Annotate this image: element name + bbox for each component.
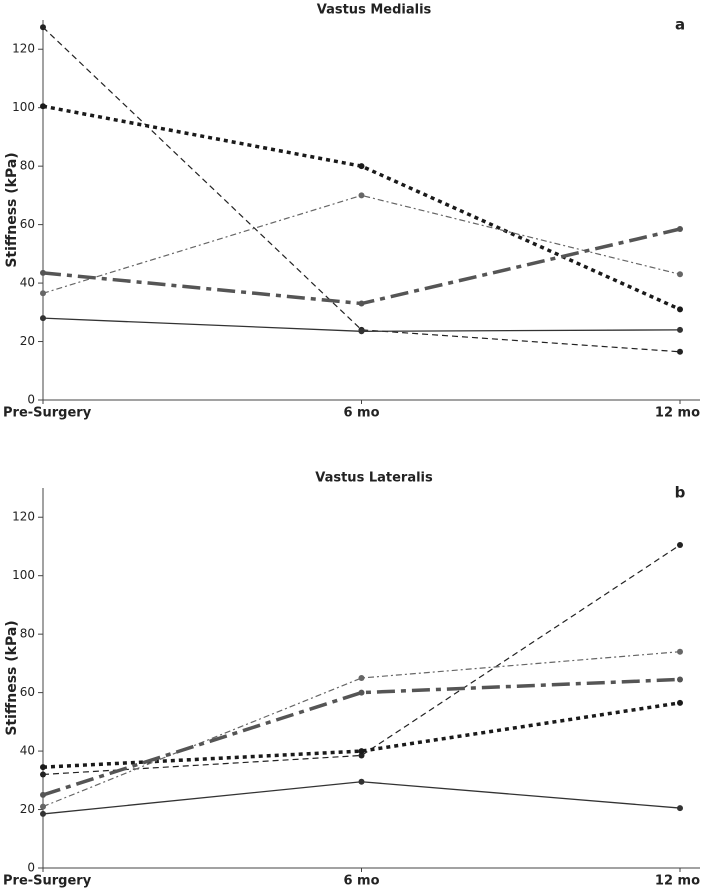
y-tick-label: 0 xyxy=(27,861,35,875)
data-point xyxy=(40,290,46,297)
y-tick-label: 100 xyxy=(12,568,35,582)
series-line xyxy=(42,194,681,294)
series-line xyxy=(42,677,681,797)
y-tick-label: 20 xyxy=(20,334,35,348)
series-line xyxy=(42,104,681,311)
y-axis-label: Stiffness (kPa) xyxy=(4,152,20,267)
data-point xyxy=(677,226,683,232)
x-tick-label: 6 mo xyxy=(343,406,379,421)
series-line xyxy=(42,544,681,776)
data-point xyxy=(358,163,365,170)
series-line xyxy=(42,651,681,808)
data-point xyxy=(677,271,683,278)
y-tick-label: 120 xyxy=(12,42,35,56)
y-tick-label: 40 xyxy=(20,276,35,290)
data-point xyxy=(677,326,683,333)
data-point xyxy=(358,778,365,785)
y-tick-label: 40 xyxy=(20,744,35,758)
data-point xyxy=(677,348,683,355)
data-point xyxy=(358,689,365,696)
data-point xyxy=(40,269,46,276)
data-point xyxy=(40,791,46,798)
data-point xyxy=(358,752,365,759)
y-tick-label: 120 xyxy=(12,510,35,524)
y-tick-label: 60 xyxy=(20,685,35,699)
x-tick-label: 12 mo xyxy=(655,874,700,889)
data-point xyxy=(677,542,683,548)
data-point xyxy=(40,103,46,110)
data-point xyxy=(358,192,365,199)
data-point xyxy=(358,748,365,755)
data-point xyxy=(40,764,46,771)
x-tick-label: Pre-Surgery xyxy=(3,406,92,421)
x-tick-label: 6 mo xyxy=(343,874,379,889)
data-point xyxy=(40,24,46,31)
y-tick-label: 80 xyxy=(20,159,35,173)
data-point xyxy=(677,306,683,313)
panel-label: a xyxy=(675,16,685,34)
x-tick-label: 12 mo xyxy=(655,406,700,421)
chart-title: Vastus Lateralis xyxy=(315,471,433,486)
data-point xyxy=(40,315,46,322)
y-tick-label: 60 xyxy=(20,217,35,231)
data-point xyxy=(677,805,683,812)
panel-label: b xyxy=(675,484,686,502)
data-point xyxy=(677,699,683,706)
data-point xyxy=(358,328,365,335)
y-tick-label: 20 xyxy=(20,802,35,816)
y-tick-label: 80 xyxy=(20,627,35,641)
chart-title: Vastus Medialis xyxy=(317,3,432,18)
y-tick-label: 0 xyxy=(27,393,35,407)
y-axis-label: Stiffness (kPa) xyxy=(4,620,20,735)
series-line xyxy=(42,781,681,815)
data-point xyxy=(677,676,683,683)
series-line xyxy=(42,26,681,353)
x-tick-label: Pre-Surgery xyxy=(3,874,92,889)
data-point xyxy=(40,810,46,817)
data-point xyxy=(40,803,46,810)
y-tick-label: 100 xyxy=(12,100,35,114)
data-point xyxy=(40,771,46,778)
data-point xyxy=(677,648,683,655)
data-point xyxy=(358,300,365,307)
data-point xyxy=(358,675,365,681)
